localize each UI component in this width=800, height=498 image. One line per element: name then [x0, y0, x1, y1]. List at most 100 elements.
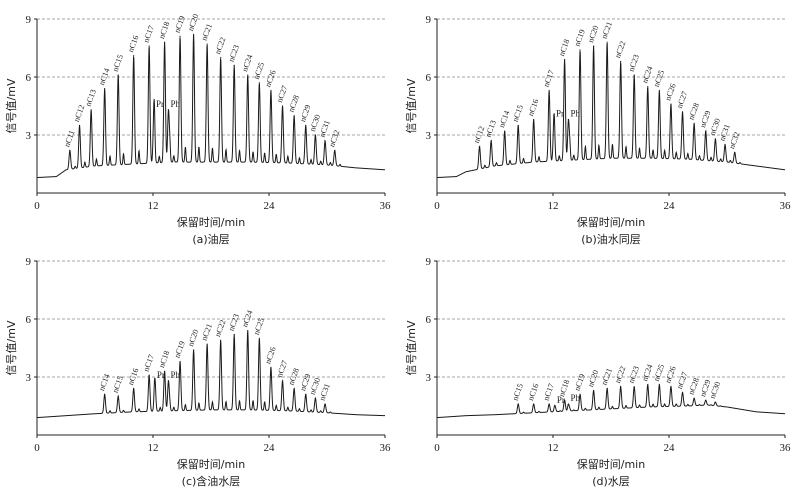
peak-apex-nc27: [281, 105, 284, 107]
peak-label-nc28: nC28: [287, 367, 301, 386]
peak-apex-nc14: [104, 88, 106, 90]
peak-apex-nc14: [504, 130, 506, 132]
peak-label-group: nC26: [263, 346, 277, 365]
peak-apex-nc23: [233, 333, 235, 336]
peak-apex-pr: [153, 109, 155, 111]
peak-label-group: nC22: [213, 319, 227, 338]
peak-apex-nc11: [69, 149, 71, 152]
peak-label-nc14: nC14: [497, 109, 511, 128]
x-tick-label: 24: [264, 200, 276, 212]
peak-apex-nc30: [714, 401, 717, 403]
peak-label-nc23: nC23: [627, 53, 641, 72]
x-tick-label: 0: [34, 442, 40, 454]
peak-label-group: nC16: [526, 98, 540, 117]
peak-label-nc27: nC27: [275, 84, 289, 103]
peak-label-nc16: nC16: [526, 382, 540, 401]
peak-apex-nc20: [593, 389, 595, 392]
chromatogram-trace: [436, 42, 786, 179]
panel-caption: (a)油层: [192, 232, 229, 246]
peak-label-pr: Pr: [556, 109, 564, 119]
y-tick-label: 3: [426, 130, 432, 142]
peak-label-nc15: nC15: [111, 53, 125, 72]
peak-label-group: nC18: [157, 21, 171, 40]
peak-label-nc25: nC25: [252, 61, 266, 80]
y-axis-title-group: 信号值/mV: [5, 78, 18, 133]
peak-label-nc32: nC32: [327, 129, 341, 148]
x-tick-label: 24: [264, 442, 276, 454]
peak-label-nc17: nC17: [542, 69, 556, 88]
peak-label-nc22: nC22: [613, 40, 627, 59]
peak-label-nc16: nC16: [126, 367, 140, 386]
peak-label-nc28: nC28: [287, 94, 301, 113]
peak-label-nc25: nC25: [652, 69, 666, 88]
peak-label-nc24: nC24: [240, 53, 254, 72]
peak-label-nc21: nC21: [600, 367, 614, 386]
peak-apex-nc24: [647, 86, 649, 88]
peak-apex-nc19: [179, 35, 181, 38]
peak-label-group: nC18: [157, 350, 171, 369]
peak-label-group: nC25: [252, 61, 266, 80]
peak-apex-nc29: [305, 393, 307, 395]
peak-label-nc18: nC18: [557, 379, 571, 398]
peak-apex-nc15: [117, 74, 119, 76]
peak-label-nc16: nC16: [526, 98, 540, 117]
peak-label-group: nC25: [652, 69, 666, 88]
peak-label-nc22: nC22: [613, 365, 627, 384]
peak-label-nc22: nC22: [213, 319, 227, 338]
peak-apex-nc18: [164, 41, 166, 43]
y-axis-title: 信号值/mV: [405, 320, 418, 375]
peak-label-group: nC14: [497, 109, 511, 128]
peak-apex-nc20: [593, 45, 595, 47]
peak-label-group: nC23: [627, 53, 641, 72]
peak-label-group: nC27: [675, 90, 689, 109]
peak-label-nc19: nC19: [172, 15, 186, 34]
peak-label-nc15: nC15: [511, 104, 525, 123]
peak-label-group: nC23: [227, 313, 241, 332]
peak-label-nc17: nC17: [542, 382, 556, 401]
peak-apex-nc23: [233, 64, 235, 66]
y-axis-title: 信号值/mV: [5, 320, 18, 375]
peak-apex-nc21: [606, 41, 608, 43]
peak-apex-nc16: [133, 55, 135, 57]
peak-apex-nc17: [148, 45, 150, 47]
peak-label-nc17: nC17: [142, 353, 156, 372]
peak-label-nc27: nC27: [675, 371, 689, 390]
peak-label-nc13: nC13: [484, 119, 498, 138]
peak-apex-nc15: [517, 403, 519, 405]
peak-apex-nc31: [324, 403, 326, 405]
peak-apex-nc21: [606, 388, 608, 390]
peak-apex-nc17: [148, 374, 150, 376]
peak-apex-nc12: [478, 146, 481, 148]
peak-label-nc15: nC15: [511, 382, 525, 401]
peak-apex-nc24: [247, 74, 249, 76]
x-axis-title: 保留时间/min: [177, 457, 245, 471]
panel-caption: (c)含油水层: [182, 474, 241, 488]
peak-apex-nc30: [314, 134, 316, 136]
peak-apex-nc19: [579, 393, 581, 395]
peak-apex-ph: [567, 403, 570, 405]
peak-apex-nc20: [193, 33, 195, 36]
peak-label-group: nC22: [613, 40, 627, 59]
peak-label-nc21: nC21: [200, 22, 214, 41]
peak-apex-nc17: [548, 403, 550, 405]
x-tick-label: 24: [664, 200, 676, 212]
peak-label-group: nC14: [97, 67, 111, 86]
x-tick-label: 12: [148, 200, 159, 212]
chromatogram-trace: [36, 331, 386, 419]
x-tick-label: 12: [148, 442, 159, 454]
x-tick-label: 36: [780, 200, 792, 212]
y-tick-label: 9: [426, 14, 432, 26]
x-tick-label: 36: [380, 442, 392, 454]
peak-label-group: nC18: [557, 38, 571, 57]
peak-apex-nc29: [305, 124, 307, 126]
y-axis-title-group: 信号值/mV: [5, 320, 18, 375]
y-tick-label: 3: [426, 372, 432, 384]
peak-apex-nc24: [247, 330, 249, 332]
peak-label-nc23: nC23: [627, 365, 641, 384]
y-tick-label: 6: [26, 314, 32, 326]
x-tick-label: 36: [380, 200, 392, 212]
peak-label-group: nC11: [62, 129, 76, 148]
peak-apex-nc29: [705, 130, 707, 132]
